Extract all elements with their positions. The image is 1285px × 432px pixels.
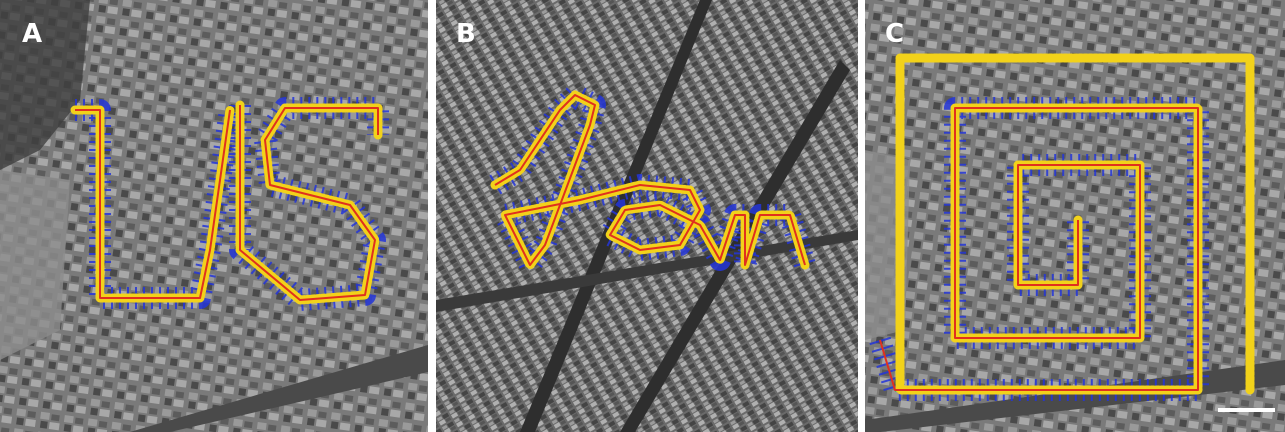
aerial-image [865, 0, 1285, 432]
panel-a: A [0, 0, 428, 432]
figure: A B C [0, 0, 1285, 432]
panel-label: B [456, 19, 476, 49]
panel-label: A [22, 19, 42, 49]
panel-c: C [865, 0, 1285, 432]
panel-label: C [885, 19, 904, 49]
panel-b: B [436, 0, 858, 432]
